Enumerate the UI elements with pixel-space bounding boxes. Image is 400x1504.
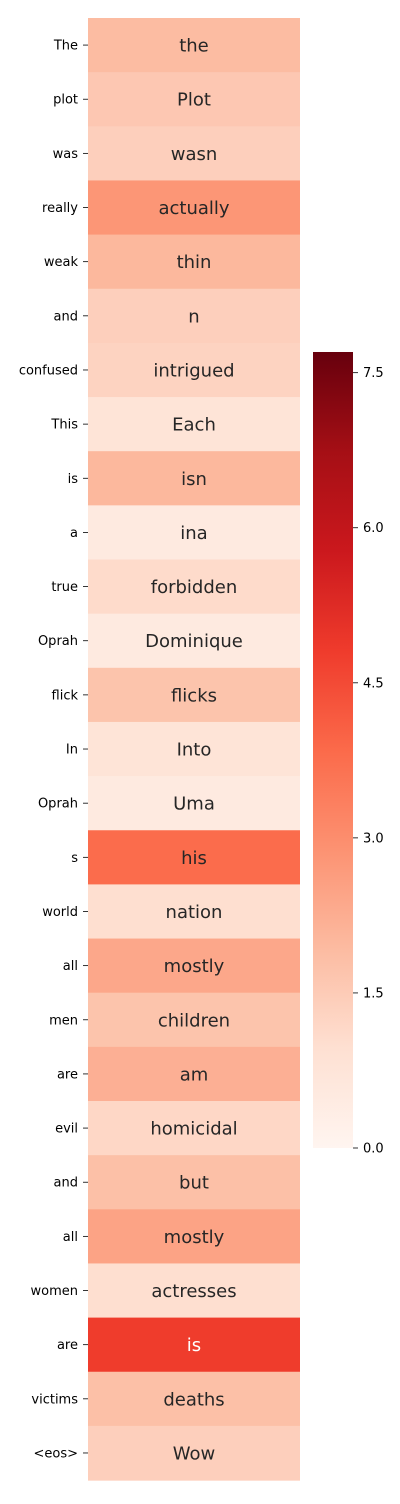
cell-label: am — [180, 1064, 209, 1085]
row-label: world — [42, 905, 78, 920]
heatmap-cell — [88, 830, 300, 885]
heatmap-cell — [88, 1209, 300, 1265]
row-label: confused — [19, 363, 78, 378]
heatmap-cell — [88, 1046, 300, 1102]
heatmap-cell — [88, 884, 300, 940]
row-label: This — [50, 418, 78, 433]
colorbar: 0.0 1.5 3.0 4.5 6.0 7.5 — [313, 352, 384, 1157]
row-label: Oprah — [38, 797, 78, 812]
row-label: <eos> — [33, 1446, 78, 1461]
row-label: women — [31, 1284, 79, 1299]
heatmap-cell — [88, 776, 300, 831]
row-label: was — [53, 147, 79, 162]
row-label: true — [51, 580, 78, 595]
row-labels: The plot was really weak and confused This is a tr… — [19, 39, 88, 1461]
cell-label: homicidal — [150, 1119, 237, 1140]
cell-label: n — [188, 306, 199, 327]
heatmap-cell — [88, 18, 300, 73]
row-label: The — [53, 39, 78, 54]
row-label: all — [63, 1230, 78, 1245]
heatmap-cell — [88, 234, 300, 290]
cell-label: actresses — [151, 1281, 236, 1302]
heatmap-cell — [88, 1371, 300, 1427]
colorbar-tick-label: 0.0 — [363, 1142, 384, 1157]
heatmap-cell — [88, 288, 300, 344]
colorbar-tick-label: 6.0 — [363, 521, 384, 536]
row-label: a — [70, 526, 78, 541]
row-label: weak — [44, 255, 79, 270]
heatmap-cell — [88, 613, 300, 669]
row-label: men — [49, 1013, 78, 1028]
cell-label: mostly — [164, 1227, 225, 1248]
cell-label: ina — [180, 523, 207, 544]
row-label: evil — [55, 1122, 78, 1137]
cell-label: intrigued — [153, 360, 234, 381]
heatmap-cell — [88, 559, 300, 615]
cell-label: deaths — [163, 1389, 224, 1410]
cell-label: actually — [158, 198, 229, 219]
heatmap-cell — [88, 397, 300, 452]
cell-label: his — [181, 848, 207, 869]
cell-label: Uma — [173, 794, 215, 815]
heatmap-cell — [88, 992, 300, 1048]
cell-label: is — [187, 1335, 201, 1356]
row-label: are — [57, 1067, 78, 1082]
cell-label: Each — [172, 415, 216, 436]
heatmap-cell — [88, 721, 300, 777]
row-label: really — [42, 201, 78, 216]
heatmap-cell — [88, 667, 300, 723]
heatmap-cell — [88, 72, 300, 127]
row-label: and — [54, 309, 78, 324]
heatmap-cell — [88, 126, 300, 182]
heatmap-cell — [88, 1155, 300, 1210]
heatmap-cell — [88, 1425, 300, 1481]
colorbar-tick-label: 4.5 — [363, 676, 384, 691]
row-label: is — [68, 472, 79, 487]
row-label: are — [57, 1338, 78, 1353]
colorbar-tick-label: 1.5 — [363, 986, 384, 1001]
cell-label: thin — [177, 252, 212, 273]
row-label: In — [66, 743, 78, 758]
heatmap-cell — [88, 451, 300, 506]
heatmap-cells: thePlotwasnactuallythinnintriguedEachisn… — [88, 18, 300, 1481]
colorbar-tick-label: 3.0 — [363, 831, 384, 846]
cell-label: the — [179, 36, 209, 57]
row-label: all — [63, 959, 78, 974]
cell-label: Wow — [173, 1443, 215, 1464]
heatmap-cell — [88, 1263, 300, 1319]
cell-label: nation — [166, 902, 223, 923]
cell-label: wasn — [171, 144, 218, 165]
cell-label: Dominique — [145, 631, 243, 652]
heatmap-cell — [88, 1101, 300, 1156]
colorbar-tick-label: 7.5 — [363, 366, 384, 381]
cell-label: Plot — [177, 90, 211, 111]
heatmap-cell — [88, 342, 300, 398]
cell-label: mostly — [164, 956, 225, 977]
cell-label: flicks — [171, 685, 217, 706]
row-label: s — [71, 851, 78, 866]
heatmap-cell — [88, 1317, 300, 1373]
cell-label: Into — [177, 740, 212, 761]
row-label: Oprah — [38, 634, 78, 649]
cell-label: forbidden — [151, 577, 238, 598]
row-label: victims — [31, 1392, 78, 1407]
heatmap-cell — [88, 938, 300, 994]
row-label: flick — [52, 688, 79, 703]
cell-label: but — [179, 1173, 209, 1194]
cell-label: isn — [181, 469, 207, 490]
heatmap-cell — [88, 180, 300, 236]
colorbar-gradient — [313, 352, 353, 1148]
row-label: and — [54, 1176, 78, 1191]
cell-label: children — [158, 1010, 230, 1031]
row-label: plot — [53, 93, 78, 108]
heatmap-cell — [88, 505, 300, 561]
